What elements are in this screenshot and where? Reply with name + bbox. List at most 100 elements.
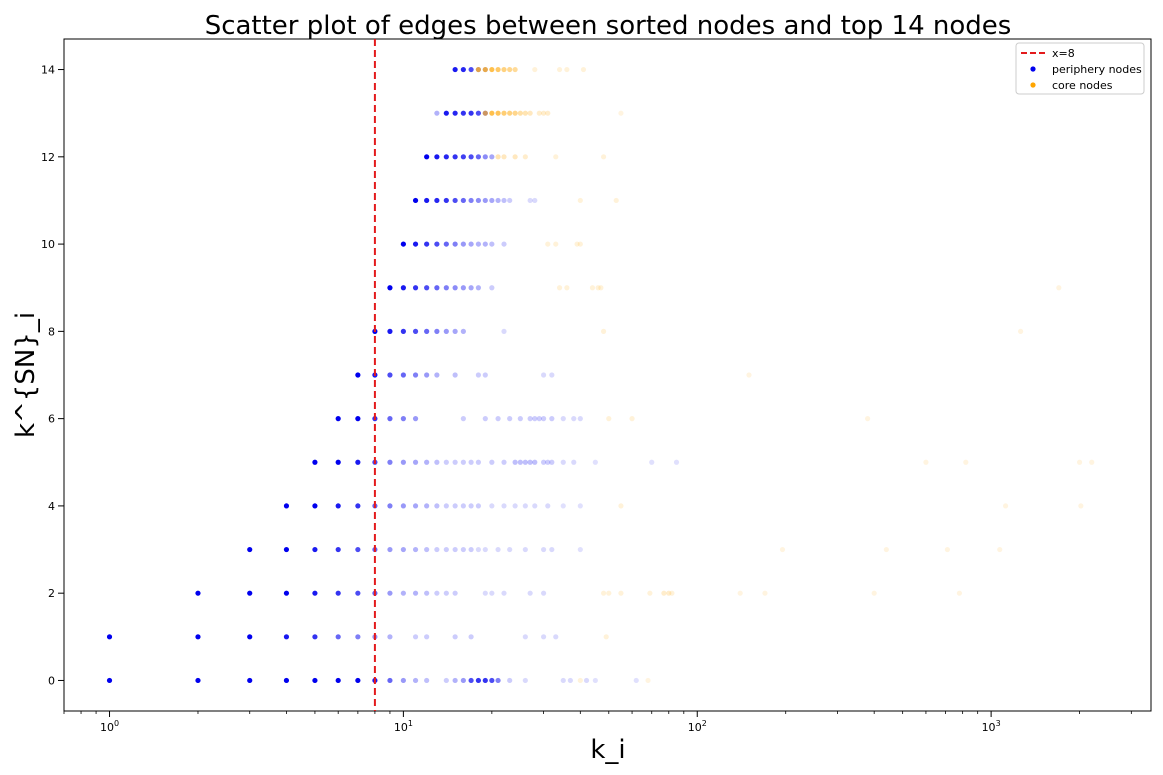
periphery-point: [501, 590, 507, 596]
periphery-point: [247, 546, 253, 553]
data-points: [106, 66, 1095, 684]
periphery-point: [452, 285, 458, 291]
periphery-point: [355, 503, 361, 509]
legend-swatch-core: [1030, 82, 1036, 88]
periphery-point: [387, 285, 393, 291]
legend-label-vline: x=8: [1052, 47, 1075, 60]
periphery-point: [560, 459, 566, 465]
periphery-point: [400, 590, 406, 596]
periphery-point: [443, 546, 449, 553]
periphery-point: [424, 328, 430, 334]
core-point: [669, 590, 675, 596]
periphery-point: [501, 503, 507, 509]
x-tick-label: 100: [100, 719, 119, 734]
core-point: [545, 110, 551, 116]
periphery-point: [400, 503, 406, 509]
periphery-point: [560, 416, 566, 422]
periphery-point: [335, 459, 341, 465]
core-point: [482, 66, 488, 73]
core-point: [501, 154, 507, 160]
y-tick-label: 14: [41, 64, 55, 77]
periphery-point: [452, 590, 458, 596]
core-point: [495, 66, 501, 73]
core-point: [564, 66, 570, 73]
periphery-point: [501, 459, 507, 465]
periphery-point: [424, 285, 430, 291]
periphery-point: [452, 197, 458, 204]
plot-frame: [63, 38, 1152, 712]
periphery-point: [532, 416, 538, 422]
core-point: [595, 285, 601, 291]
periphery-point: [507, 197, 513, 204]
periphery-point: [460, 66, 466, 73]
periphery-point: [567, 677, 573, 684]
legend: x=8 periphery nodes core nodes: [1015, 42, 1145, 95]
core-point: [553, 154, 559, 160]
periphery-point: [355, 590, 361, 596]
core-point: [746, 372, 752, 378]
periphery-point: [452, 677, 458, 684]
periphery-point: [443, 328, 449, 334]
core-point: [532, 66, 538, 73]
core-point: [598, 285, 604, 291]
periphery-point: [424, 241, 430, 247]
core-point: [1056, 285, 1062, 291]
periphery-point: [532, 503, 538, 509]
core-point: [540, 110, 547, 116]
core-point: [883, 546, 889, 553]
periphery-point: [475, 197, 482, 204]
periphery-point: [412, 372, 419, 378]
periphery-point: [540, 372, 547, 378]
periphery-point: [532, 459, 538, 465]
core-point: [737, 590, 743, 596]
periphery-point: [335, 416, 341, 422]
periphery-point: [475, 241, 482, 247]
periphery-point: [335, 503, 341, 509]
core-point: [666, 590, 672, 596]
periphery-point: [387, 590, 393, 596]
core-point: [613, 197, 619, 204]
periphery-point: [424, 634, 430, 640]
periphery-point: [452, 372, 458, 378]
periphery-point: [400, 416, 406, 422]
periphery-point: [106, 634, 113, 640]
core-point: [501, 66, 507, 73]
periphery-point: [495, 416, 501, 422]
periphery-point: [532, 197, 538, 204]
y-tick-label: 0: [48, 674, 55, 687]
periphery-point: [434, 197, 440, 204]
periphery-point: [434, 546, 440, 553]
periphery-point: [571, 459, 577, 465]
periphery-point: [501, 328, 507, 334]
periphery-point: [482, 677, 488, 684]
periphery-point: [412, 546, 419, 553]
periphery-point: [527, 416, 533, 422]
periphery-point: [387, 677, 393, 684]
periphery-point: [468, 66, 474, 73]
periphery-point: [489, 677, 495, 684]
core-point: [618, 590, 624, 596]
periphery-point: [460, 503, 466, 509]
periphery-point: [468, 110, 474, 116]
periphery-point: [400, 328, 406, 334]
periphery-point: [412, 285, 419, 291]
periphery-point: [424, 459, 430, 465]
periphery-point: [452, 328, 458, 334]
periphery-point: [468, 634, 474, 640]
y-tick-label: 10: [41, 238, 55, 251]
core-point: [495, 154, 501, 160]
periphery-point: [507, 677, 513, 684]
periphery-point: [424, 546, 430, 553]
core-point: [556, 285, 563, 291]
y-tick-label: 4: [48, 500, 55, 513]
periphery-point: [434, 241, 440, 247]
core-point: [603, 634, 609, 640]
periphery-point: [424, 590, 430, 596]
periphery-point: [489, 285, 495, 291]
core-point: [507, 110, 513, 116]
periphery-point: [460, 328, 466, 334]
periphery-point: [452, 634, 458, 640]
periphery-point: [482, 197, 488, 204]
periphery-point: [283, 677, 290, 684]
